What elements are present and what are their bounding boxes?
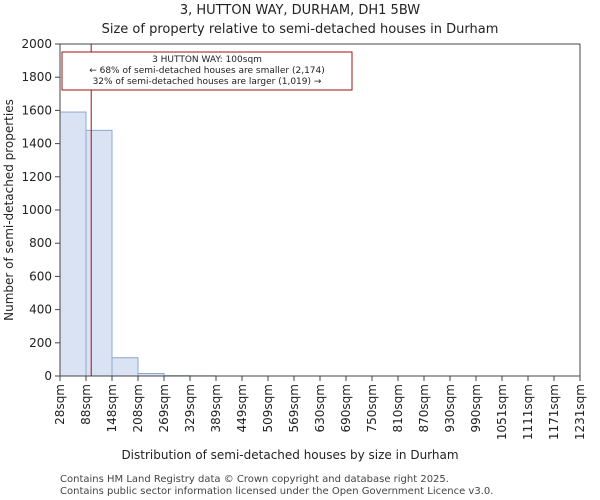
x-tick-label: 990sqm	[469, 384, 483, 432]
x-tick-label: 810sqm	[391, 384, 405, 432]
annotation-box	[61, 51, 353, 91]
y-tick-label: 1400	[21, 137, 52, 151]
x-tick-label: 690sqm	[339, 384, 353, 432]
x-tick-label: 1231sqm	[573, 384, 587, 440]
chart-subtitle: Size of property relative to semi-detach…	[102, 22, 499, 37]
x-axis-ticks: 28sqm 88sqm 148sqm 208sqm 269sqm 329sqm 389sqm…	[53, 376, 587, 440]
x-tick-label: 208sqm	[131, 384, 145, 432]
x-tick-label: 329sqm	[183, 384, 197, 432]
y-axis-ticks: 0 200 400 600 800 1000 1200 1400 1600 1800 2000	[21, 37, 60, 383]
bar-28sqm	[59, 111, 87, 377]
y-axis-label: Number of semi-detached properties	[2, 99, 16, 321]
x-tick-label: 509sqm	[261, 384, 275, 432]
x-tick-label: 870sqm	[417, 384, 431, 432]
y-tick-label: 600	[29, 269, 52, 283]
x-tick-label: 148sqm	[105, 384, 119, 432]
x-tick-label: 1111sqm	[521, 384, 535, 440]
bars-group	[59, 111, 217, 377]
annotation-line-2: ← 68% of semi-detached houses are smalle…	[89, 66, 325, 76]
x-tick-label: 28sqm	[53, 384, 67, 425]
y-tick-label: 2000	[21, 37, 52, 51]
y-tick-label: 1000	[21, 203, 52, 217]
x-tick-label: 389sqm	[209, 384, 223, 432]
x-tick-label: 449sqm	[235, 384, 249, 432]
y-tick-label: 200	[29, 336, 52, 350]
y-tick-label: 1200	[21, 170, 52, 184]
y-tick-label: 0	[44, 369, 52, 383]
chart-title: 3, HUTTON WAY, DURHAM, DH1 5BW	[180, 3, 420, 18]
x-tick-label: 1171sqm	[547, 384, 561, 440]
x-tick-label: 1051sqm	[495, 384, 509, 440]
x-tick-label: 569sqm	[287, 384, 301, 432]
y-tick-label: 1800	[21, 70, 52, 84]
annotation-line-1: 3 HUTTON WAY: 100sqm	[152, 55, 262, 65]
x-tick-label: 930sqm	[443, 384, 457, 432]
bar-88sqm	[85, 129, 113, 377]
y-tick-label: 800	[29, 236, 52, 250]
x-tick-label: 630sqm	[313, 384, 327, 432]
footer-line-1: Contains HM Land Registry data © Crown c…	[60, 474, 449, 485]
bar-148sqm	[111, 357, 139, 377]
footer-line-2: Contains public sector information licen…	[60, 486, 493, 497]
x-axis-label: Distribution of semi-detached houses by …	[121, 448, 458, 462]
y-tick-label: 400	[29, 303, 52, 317]
x-tick-label: 750sqm	[365, 384, 379, 432]
x-tick-label: 88sqm	[79, 384, 93, 425]
y-tick-label: 1600	[21, 103, 52, 117]
annotation-line-3: 32% of semi-detached houses are larger (…	[93, 77, 322, 87]
x-tick-label: 269sqm	[157, 384, 171, 432]
